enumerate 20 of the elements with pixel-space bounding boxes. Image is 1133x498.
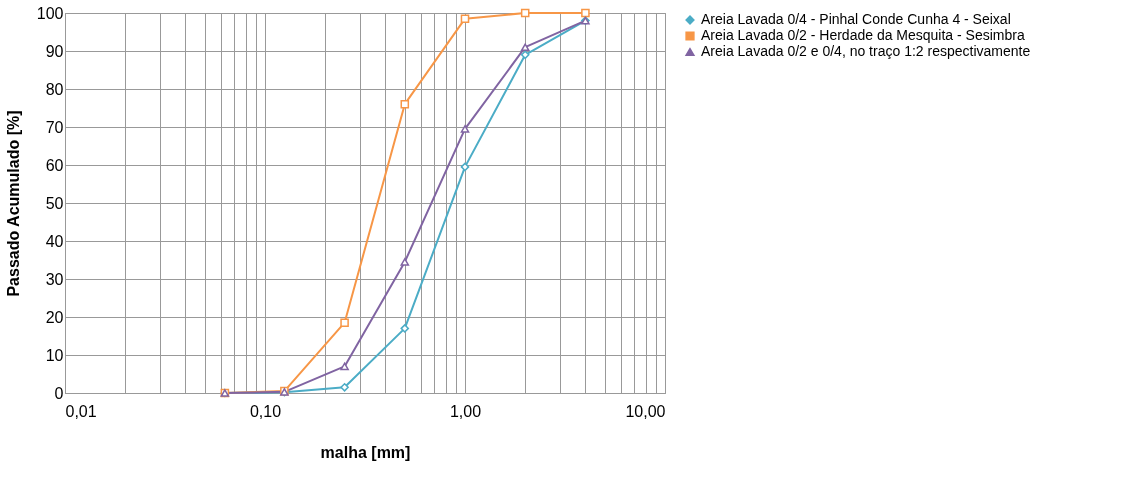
y-tick-label: 70: [45, 118, 64, 136]
y-axis-title: Passado Acumulado [%]: [4, 110, 22, 297]
y-tick-label: 10: [45, 346, 64, 364]
legend-label: Areia Lavada 0/4 - Pinhal Conde Cunha 4 - Seixal: [701, 11, 1011, 27]
y-tick-label: 60: [45, 156, 64, 174]
x-tick-label: 0,10: [249, 402, 282, 420]
legend-label: Areia Lavada 0/2 - Herdade da Mesquita - Sesimbra: [701, 27, 1025, 43]
x-axis-title: malha [mm]: [320, 443, 411, 461]
y-tick-label: 20: [45, 308, 64, 326]
y-tick-label: 100: [36, 4, 64, 22]
y-tick-label: 50: [45, 194, 64, 212]
y-tick-label: 0: [54, 384, 64, 402]
y-tick-label: 80: [45, 80, 64, 98]
x-tick-label: 0,01: [65, 402, 97, 420]
legend-label: Areia Lavada 0/2 e 0/4, no traço 1:2 respectivamente: [701, 43, 1031, 59]
y-tick-label: 30: [45, 270, 64, 288]
x-tick-label: 1,00: [449, 402, 482, 420]
y-tick-label: 40: [45, 232, 64, 250]
y-tick-label: 90: [45, 42, 64, 60]
x-tick-label: 10,00: [625, 402, 666, 420]
